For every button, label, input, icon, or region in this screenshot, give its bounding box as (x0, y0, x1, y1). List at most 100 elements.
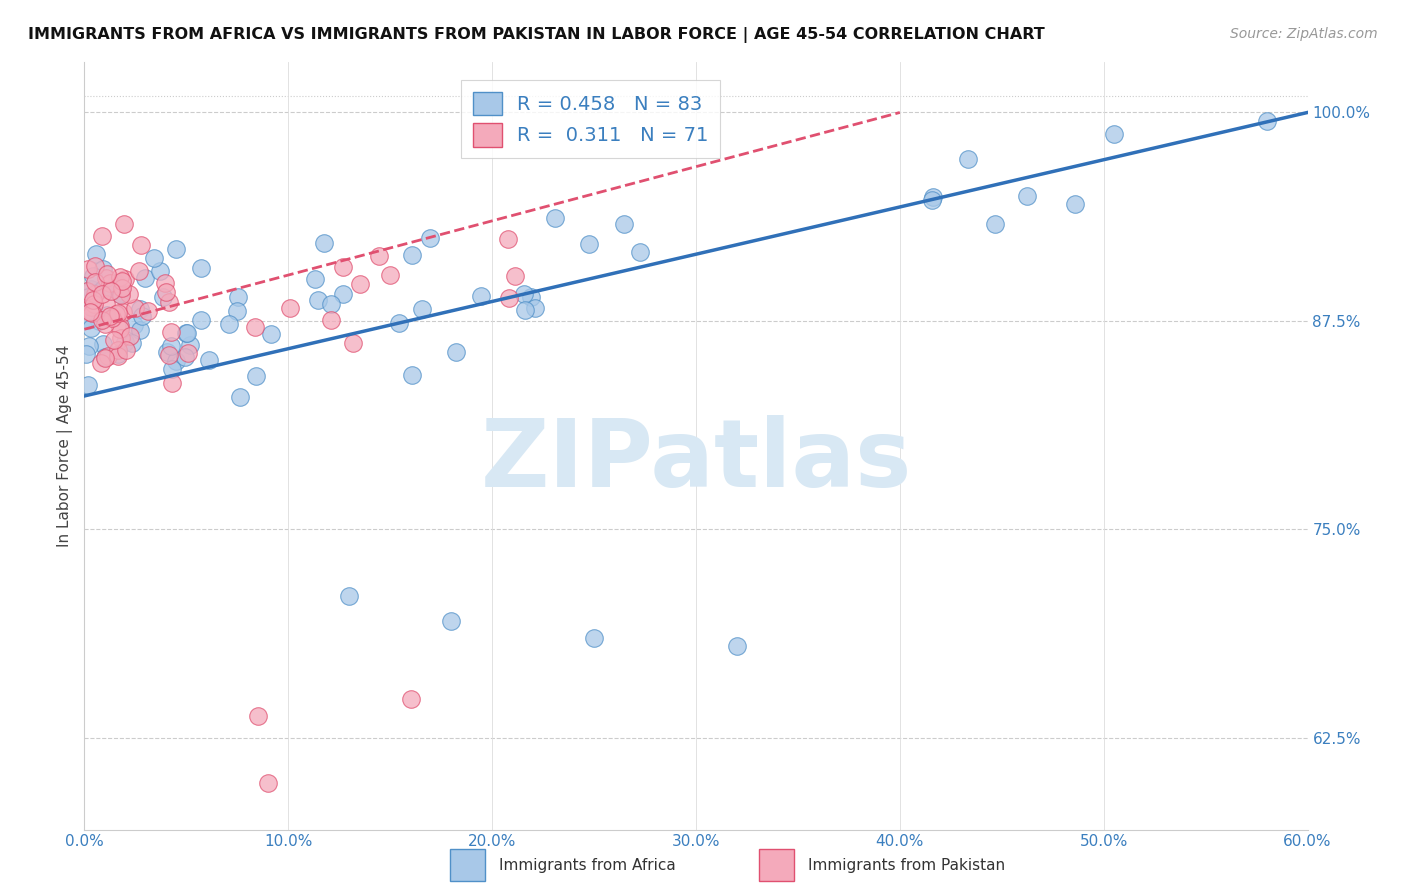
Point (304, 272, 326, 286)
Point (1256, 113, 1278, 128)
Point (91, 261, 114, 276)
Point (319, 297, 342, 311)
Point (921, 190, 943, 204)
Point (246, 709, 269, 723)
Point (80, 321, 103, 335)
Point (96, 267, 118, 281)
Bar (759, 849, 794, 881)
Point (82, 293, 104, 307)
Point (108, 322, 131, 336)
Point (100, 284, 122, 298)
Point (76, 377, 98, 392)
Point (444, 345, 467, 359)
Point (77, 290, 100, 304)
Point (332, 260, 354, 274)
Point (278, 301, 301, 315)
Point (91, 282, 114, 296)
Point (105, 277, 128, 291)
Point (94, 318, 117, 332)
Point (984, 217, 1007, 231)
Point (156, 345, 179, 359)
Point (152, 290, 174, 304)
Point (79, 282, 101, 296)
Point (121, 335, 143, 350)
Point (411, 302, 433, 317)
Point (110, 287, 132, 301)
Point (165, 353, 187, 368)
Point (76, 313, 98, 327)
Point (128, 323, 150, 337)
Point (260, 326, 283, 341)
Point (174, 350, 197, 364)
Point (94, 297, 117, 311)
Point (94, 351, 117, 365)
Point (228, 390, 250, 404)
Point (226, 290, 249, 304)
Point (94, 271, 117, 285)
Point (342, 336, 364, 351)
Point (110, 285, 132, 299)
Point (307, 293, 329, 308)
Point (107, 347, 129, 361)
Point (149, 264, 172, 278)
Point (84, 246, 107, 260)
Point (103, 333, 125, 347)
Point (440, 614, 463, 628)
Text: Source: ZipAtlas.com: Source: ZipAtlas.com (1230, 27, 1378, 41)
Point (115, 343, 138, 357)
Point (108, 319, 131, 334)
Point (160, 339, 183, 353)
Point (118, 329, 141, 343)
Point (496, 232, 519, 246)
Point (128, 264, 150, 278)
Text: ZIPatlas: ZIPatlas (481, 416, 911, 508)
Point (105, 279, 128, 293)
Point (76, 284, 98, 298)
Point (110, 331, 132, 345)
Point (218, 317, 240, 331)
Point (401, 248, 423, 262)
Point (515, 302, 537, 317)
Point (401, 368, 423, 382)
Point (107, 343, 129, 358)
Point (101, 283, 124, 297)
Point (339, 589, 361, 603)
Point (314, 236, 336, 251)
Point (628, 245, 651, 260)
Point (83, 260, 105, 274)
Point (108, 269, 131, 284)
Point (79, 339, 101, 353)
Point (143, 252, 166, 266)
Point (419, 230, 441, 244)
Point (122, 318, 145, 332)
Point (114, 272, 136, 286)
Point (155, 276, 177, 290)
Bar (450, 849, 485, 881)
Point (91, 337, 114, 351)
Point (544, 211, 567, 226)
Point (399, 692, 422, 706)
Point (91, 228, 114, 243)
Point (174, 326, 197, 340)
Point (134, 271, 156, 285)
Point (79, 304, 101, 318)
Point (165, 242, 187, 256)
Point (90, 356, 112, 370)
Point (83, 276, 105, 290)
Point (90, 313, 112, 327)
Point (75, 346, 97, 360)
Point (118, 287, 141, 301)
Point (155, 285, 177, 300)
Point (470, 289, 492, 303)
Point (112, 217, 135, 231)
Point (111, 274, 134, 288)
Point (578, 237, 600, 252)
Point (104, 307, 127, 321)
Point (523, 301, 546, 315)
Point (520, 290, 543, 304)
Point (162, 362, 184, 376)
Point (101, 310, 124, 325)
Point (179, 338, 201, 352)
Text: Immigrants from Africa: Immigrants from Africa (499, 858, 676, 872)
Legend: R = 0.458   N = 83, R =  0.311   N = 71: R = 0.458 N = 83, R = 0.311 N = 71 (461, 79, 720, 159)
